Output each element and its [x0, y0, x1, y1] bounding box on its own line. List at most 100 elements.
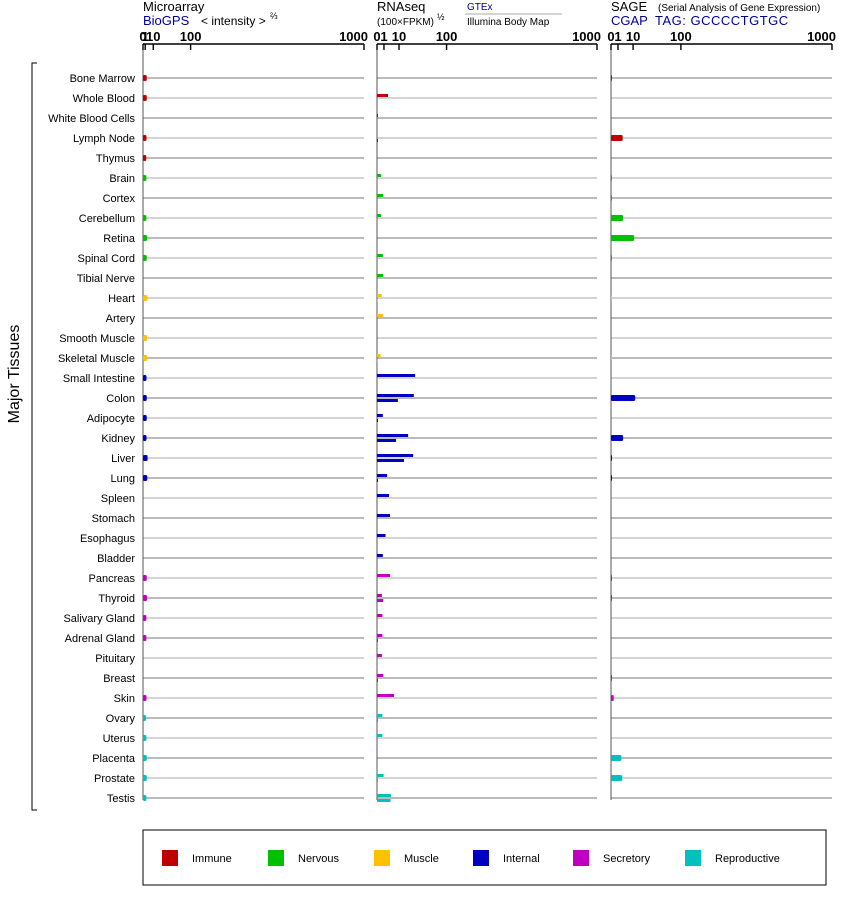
sage-bar [611, 595, 612, 601]
rnaseq-ibm-bar [377, 799, 391, 802]
rnaseq-gtex-bar [377, 274, 384, 277]
sage-tick-label: 1000 [807, 29, 836, 44]
rnaseq-tick-label: 100 [436, 29, 458, 44]
rnaseq-legend-gtex: GTEx [467, 2, 493, 13]
microarray-unit: < intensity > [201, 14, 266, 28]
internal-legend-label: Internal [503, 853, 540, 865]
tissue-label: White Blood Cells [48, 113, 135, 125]
rnaseq-gtex-bar [377, 694, 395, 697]
rnaseq-gtex-bar [377, 534, 386, 537]
microarray-bar [143, 755, 147, 761]
sage-bar [611, 775, 623, 781]
muscle-legend-label: Muscle [404, 853, 439, 865]
immune-legend-label: Immune [192, 853, 232, 865]
y-axis-title: Major Tissues [6, 325, 23, 424]
rnaseq-tick-label: 0 [373, 29, 380, 44]
rnaseq-gtex-bar [377, 494, 390, 497]
microarray-tick-label: 1 [142, 29, 149, 44]
tissue-label: Breast [103, 673, 135, 685]
nervous-legend-swatch [268, 850, 284, 866]
microarray-bar [143, 135, 147, 141]
tissue-label: Pituitary [95, 653, 135, 665]
rnaseq-title: RNAseq [377, 0, 425, 14]
tissue-label: Heart [108, 293, 135, 305]
tissue-label: Smooth Muscle [59, 333, 135, 345]
tissue-label: Uterus [103, 733, 136, 745]
tissue-label: Prostate [94, 773, 135, 785]
tissue-label: Spinal Cord [78, 253, 135, 265]
microarray-bar [143, 795, 147, 801]
rnaseq-legend-ibm: Illumina Body Map [467, 17, 550, 28]
rnaseq-gtex-bar [377, 734, 383, 737]
rnaseq-ibm-bar [377, 359, 378, 362]
rnaseq-ibm-bar [377, 719, 378, 722]
rnaseq-gtex-bar [377, 794, 391, 797]
rnaseq-tick-label: 1000 [572, 29, 601, 44]
sage-tick-label: 100 [670, 29, 692, 44]
muscle-legend-swatch [374, 850, 390, 866]
microarray-bar [143, 455, 148, 461]
rnaseq-unit: (100×FPKM) [377, 17, 434, 28]
microarray-bar [143, 575, 147, 581]
tissue-label: Stomach [92, 513, 135, 525]
tissue-label: Adrenal Gland [65, 633, 135, 645]
sage-bar [611, 455, 612, 461]
microarray-bar [143, 355, 148, 361]
rnaseq-ibm-bar [377, 679, 378, 682]
tissue-label: Retina [103, 233, 136, 245]
sage-bar [611, 175, 612, 181]
sage-bar [611, 675, 612, 681]
rnaseq-gtex-bar [377, 194, 384, 197]
tissue-label: Small Intestine [63, 373, 135, 385]
sage-bar [611, 575, 612, 581]
sage-bar [611, 395, 636, 401]
rnaseq-ibm-bar [377, 599, 384, 602]
rnaseq-ibm-bar [377, 779, 378, 782]
tissue-label: Skin [114, 693, 135, 705]
tissue-label: Bladder [97, 553, 135, 565]
rnaseq-ibm-bar [377, 479, 378, 482]
tissue-label: Esophagus [80, 533, 136, 545]
tissue-label: Cortex [103, 193, 136, 205]
rnaseq-ibm-bar [377, 139, 378, 142]
sage-bar [611, 435, 624, 441]
sage-bar [611, 755, 622, 761]
tissue-label: Lung [111, 473, 135, 485]
microarray-bar [143, 175, 147, 181]
reproductive-legend-swatch [685, 850, 701, 866]
microarray-bar [143, 215, 147, 221]
tissue-label: Brain [109, 173, 135, 185]
secretory-legend-label: Secretory [603, 853, 651, 865]
sage-bar [611, 295, 612, 301]
rnaseq-gtex-bar [377, 114, 378, 117]
microarray-bar [143, 415, 147, 421]
bar-layer [143, 75, 636, 802]
rnaseq-gtex-bar [377, 414, 383, 417]
tissue-label: Lymph Node [73, 133, 135, 145]
rnaseq-tick-label: 1 [380, 29, 387, 44]
microarray-bar [143, 375, 147, 381]
microarray-tick-label: 100 [180, 29, 202, 44]
microarray-bar [143, 715, 147, 721]
sage-source: CGAP [611, 13, 648, 28]
tissue-label: Thyroid [98, 593, 135, 605]
sage-bar [611, 75, 612, 81]
microarray-bar [143, 595, 148, 601]
tissue-label: Spleen [101, 493, 135, 505]
tissue-label: Testis [107, 793, 136, 805]
rnaseq-gtex-bar [377, 514, 391, 517]
microarray-unit-exponent: ⅔ [270, 11, 278, 21]
sage-tag: TAG: GCCCCTGTGC [655, 13, 789, 28]
sage-bar [611, 695, 614, 701]
rnaseq-ibm-bar [377, 299, 378, 302]
microarray-bar [143, 295, 148, 301]
y-axis-bracket [31, 62, 37, 811]
rnaseq-header: RNAseq (100×FPKM) ½ GTEx Illumina Body M… [377, 0, 562, 28]
tissue-label: Whole Blood [73, 93, 135, 105]
microarray-bar [143, 635, 147, 641]
rnaseq-gtex-bar [377, 454, 414, 457]
rnaseq-gtex-bar [377, 254, 383, 257]
tissue-label: Pancreas [89, 573, 136, 585]
tissue-label: Artery [106, 313, 136, 325]
